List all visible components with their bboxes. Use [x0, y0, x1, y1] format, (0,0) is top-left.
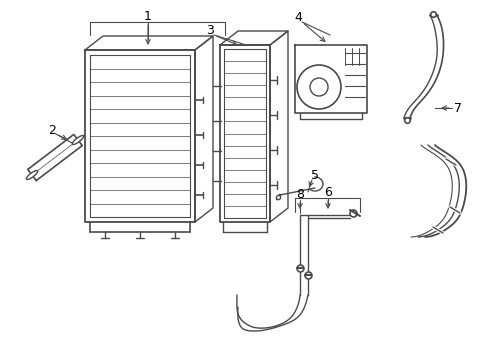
Text: 5: 5 [310, 168, 318, 181]
Text: 6: 6 [324, 185, 331, 198]
Text: 4: 4 [293, 10, 301, 23]
Text: 7: 7 [453, 102, 461, 114]
Ellipse shape [72, 135, 83, 144]
Text: 1: 1 [144, 9, 152, 23]
Text: 8: 8 [295, 188, 304, 201]
Text: 2: 2 [48, 123, 56, 136]
Text: 3: 3 [205, 23, 214, 36]
Ellipse shape [26, 171, 38, 180]
